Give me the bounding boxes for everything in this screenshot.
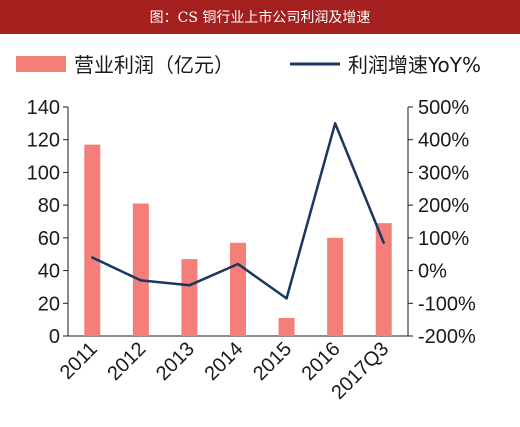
y-right-tick-label: -100% [418, 293, 476, 315]
x-tick-label: 2015 [249, 338, 296, 385]
bar [327, 237, 344, 336]
line-point [91, 256, 94, 259]
bar [181, 259, 198, 336]
y-left-tick-label: 100 [27, 162, 60, 184]
y-left-tick-label: 80 [38, 195, 60, 217]
y-right-tick-label: 200% [418, 195, 469, 217]
y-left-tick-label: 20 [38, 293, 60, 315]
bar-series [84, 144, 392, 336]
legend-swatch-bar [16, 56, 66, 72]
line-point [285, 297, 288, 300]
y-left-tick-label: 140 [27, 97, 60, 119]
y-right-tick-label: -200% [418, 326, 476, 348]
combo-chart: 营业利润（亿元） 利润增速YoY% 0 20 40 60 80 100 120 140 -200… [16, 53, 481, 404]
x-tick-label: 2013 [152, 338, 199, 385]
bar [278, 318, 295, 336]
legend: 营业利润（亿元） 利润增速YoY% [16, 53, 481, 77]
chart-title: 图：CS 铜行业上市公司利润及增速 [149, 10, 371, 26]
line-point [382, 241, 385, 244]
bar [132, 203, 149, 336]
y-right-tick-label: 300% [418, 162, 469, 184]
y-right-tick-label: 500% [418, 97, 469, 119]
chart-title-bar: 图：CS 铜行业上市公司利润及增速 [0, 0, 520, 34]
line-point [139, 279, 143, 282]
bar [84, 144, 101, 336]
y-left-tick-label: 0 [49, 326, 60, 348]
line-point [188, 284, 191, 287]
line-point [333, 122, 337, 125]
bar [375, 223, 392, 336]
line-point [236, 262, 240, 266]
bar [230, 242, 246, 336]
y-right-tick-label: 0% [418, 261, 447, 283]
y-left-tick-label: 120 [27, 130, 60, 152]
x-tick-label: 2014 [201, 338, 248, 385]
y-left-tick-label: 40 [38, 261, 60, 283]
x-tick-label: 2012 [103, 338, 150, 385]
legend-label-line: 利润增速YoY% [348, 53, 481, 77]
legend-label-bar: 营业利润（亿元） [74, 53, 234, 77]
line-series [91, 122, 385, 300]
y-right-tick-label: 400% [418, 130, 469, 152]
y-right-tick-label: 100% [418, 228, 469, 250]
x-tick-label: 2011 [56, 338, 102, 384]
y-left-tick-label: 60 [38, 228, 60, 250]
axes: 0 20 40 60 80 100 120 140 -200% -100% 0% 100% 200% 30… [27, 97, 476, 348]
